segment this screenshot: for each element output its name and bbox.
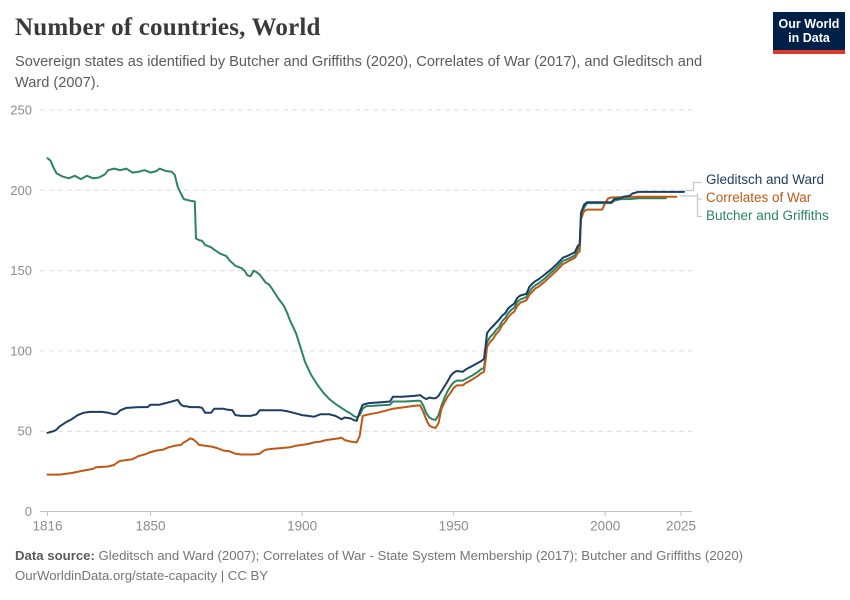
series-line-butcher-and-griffiths <box>46 157 667 421</box>
x-axis-label-1816: 1816 <box>32 519 62 534</box>
legend-item-correlates-of-war[interactable]: Correlates of War <box>706 190 812 205</box>
y-axis-label-0: 0 <box>25 504 32 519</box>
owid-logo-line1: Our World <box>778 16 840 31</box>
data-source-label: Data source: <box>15 548 95 563</box>
y-axis-label-100: 100 <box>10 343 32 358</box>
page-title: Number of countries, World <box>15 14 321 41</box>
chart-subtitle: Sovereign states as identified by Butche… <box>15 54 703 91</box>
data-source-text: Gleditsch and Ward (2007); Correlates of… <box>94 548 744 563</box>
x-axis-label-1950: 1950 <box>439 519 469 534</box>
x-axis-label-2000: 2000 <box>590 519 620 534</box>
owid-logo-line2: in Data <box>788 31 830 45</box>
legend-item-butcher-and-griffiths[interactable]: Butcher and Griffiths <box>706 208 829 223</box>
x-axis-label-1900: 1900 <box>287 519 317 534</box>
chart-footer: Data source: Gleditsch and Ward (2007); … <box>15 546 835 587</box>
y-axis-label-200: 200 <box>10 183 32 198</box>
legend-item-gleditsch-and-ward[interactable]: Gleditsch and Ward <box>706 172 825 187</box>
legend-connector-lines <box>680 181 702 218</box>
y-axis-label-150: 150 <box>10 263 32 278</box>
citation-line: OurWorldinData.org/state-capacity | CC B… <box>15 568 269 584</box>
series-line-gleditsch-and-ward <box>46 190 685 434</box>
y-axis-label-50: 50 <box>18 424 32 439</box>
series-line-correlates-of-war <box>46 195 678 476</box>
owid-logo: Our World in Data <box>773 12 845 54</box>
y-axis-label-250: 250 <box>10 103 32 118</box>
x-axis-label-1850: 1850 <box>136 519 166 534</box>
data-source-line: Data source: Gleditsch and Ward (2007); … <box>15 546 835 566</box>
x-axis-label-2025: 2025 <box>666 519 696 534</box>
